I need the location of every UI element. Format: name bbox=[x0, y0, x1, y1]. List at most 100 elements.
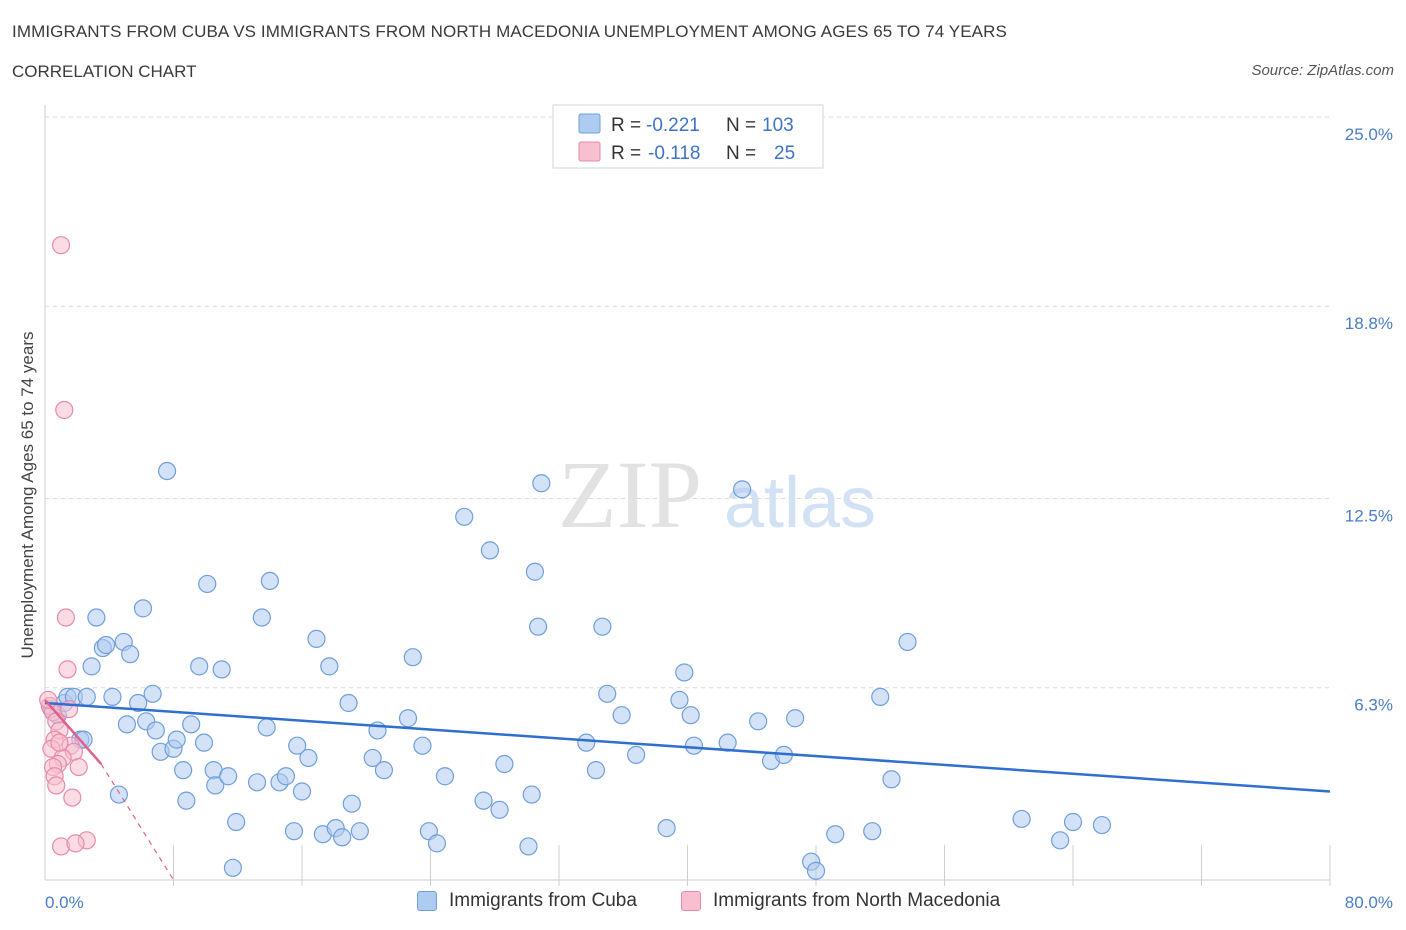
cuba-point bbox=[350, 822, 369, 841]
cuba-point bbox=[117, 715, 137, 734]
legend-r-value-macedonia: -0.118 bbox=[648, 143, 700, 164]
cuba-point bbox=[374, 761, 394, 780]
cuba-point bbox=[519, 837, 538, 856]
macedonia-point bbox=[47, 776, 66, 795]
cuba-point bbox=[227, 812, 246, 832]
legend-n-label-cuba: N = bbox=[726, 115, 756, 136]
cuba-point bbox=[157, 461, 177, 481]
cuba-point bbox=[681, 706, 700, 725]
cuba-point bbox=[413, 736, 432, 755]
cuba-point bbox=[284, 822, 304, 841]
cuba-point bbox=[121, 645, 140, 664]
cuba-point bbox=[174, 761, 193, 780]
legend-r-value-cuba: -0.221 bbox=[646, 115, 700, 136]
cuba-point bbox=[129, 693, 148, 713]
bottom-legend-item-cuba: Immigrants from Cuba bbox=[417, 890, 637, 912]
cuba-point bbox=[252, 608, 271, 627]
legend-n-value-cuba: 103 bbox=[762, 115, 794, 136]
legend-swatch-cuba bbox=[578, 113, 601, 134]
watermark-atlas: atlas bbox=[724, 463, 876, 543]
cuba-point bbox=[532, 474, 551, 493]
cuba-point bbox=[1012, 809, 1031, 829]
cuba-point bbox=[490, 800, 509, 819]
cuba-point bbox=[247, 773, 267, 792]
cuba-point bbox=[435, 767, 455, 786]
cuba-point bbox=[612, 706, 631, 725]
cuba-point bbox=[299, 748, 318, 768]
cuba-point bbox=[146, 721, 165, 740]
cuba-point bbox=[77, 687, 96, 706]
cuba-trend-line bbox=[44, 701, 1331, 793]
chart-subtitle: CORRELATION CHART bbox=[12, 62, 197, 81]
macedonia-point bbox=[56, 608, 75, 627]
cuba-point bbox=[749, 712, 768, 731]
bottom-legend-label-macedonia: Immigrants from North Macedonia bbox=[713, 890, 1001, 911]
cuba-point bbox=[212, 660, 231, 679]
legend-r-label-macedonia: R = bbox=[611, 143, 641, 164]
cuba-point bbox=[339, 693, 358, 713]
cuba-point bbox=[82, 657, 101, 676]
cuba-point bbox=[292, 782, 312, 801]
cuba-point bbox=[675, 663, 694, 682]
legend-n-value-macedonia: 25 bbox=[774, 143, 795, 164]
chart-title: IMMIGRANTS FROM CUBA VS IMMIGRANTS FROM … bbox=[12, 22, 1007, 41]
source-credit: Source: ZipAtlas.com bbox=[1251, 62, 1394, 79]
macedonia-point bbox=[39, 690, 58, 710]
cuba-point bbox=[167, 730, 186, 749]
legend-n-label-macedonia: N = bbox=[726, 143, 756, 164]
cuba-point bbox=[198, 574, 217, 594]
cuba-point bbox=[480, 541, 500, 560]
cuba-point bbox=[455, 507, 474, 526]
cuba-point bbox=[871, 687, 890, 706]
macedonia-point bbox=[51, 236, 71, 255]
macedonia-point bbox=[55, 400, 74, 420]
cuba-point bbox=[276, 767, 296, 786]
bottom-legend-swatch-macedonia bbox=[681, 891, 701, 911]
cuba-point bbox=[320, 657, 339, 676]
cuba-point bbox=[143, 684, 162, 703]
cuba-point bbox=[177, 791, 196, 810]
cuba-point bbox=[87, 608, 106, 627]
bottom-legend-label-cuba: Immigrants from Cuba bbox=[449, 890, 637, 911]
y-tick-label: 18.8% bbox=[1345, 314, 1393, 333]
gridlines bbox=[45, 116, 1330, 689]
cuba-point bbox=[109, 785, 128, 804]
legend-swatch-macedonia bbox=[578, 141, 601, 162]
cuba-point bbox=[403, 648, 422, 667]
cuba-point bbox=[495, 754, 514, 774]
cuba-point bbox=[288, 736, 307, 755]
cuba-point bbox=[333, 828, 352, 847]
cuba-point bbox=[427, 834, 447, 853]
bottom-legend-swatch-cuba bbox=[417, 891, 437, 911]
cuba-point bbox=[474, 791, 493, 810]
cuba-point bbox=[1063, 812, 1083, 832]
y-tick-label: 6.3% bbox=[1354, 696, 1393, 715]
series-macedonia-points bbox=[39, 236, 96, 856]
y-tick-label: 12.5% bbox=[1345, 507, 1393, 526]
cuba-point bbox=[577, 733, 596, 752]
macedonia-point bbox=[63, 788, 82, 807]
cuba-point bbox=[96, 635, 116, 655]
cuba-point bbox=[307, 629, 326, 648]
cuba-point bbox=[194, 733, 214, 752]
cuba-point bbox=[223, 858, 243, 877]
cuba-point bbox=[684, 736, 704, 755]
cuba-point bbox=[786, 709, 805, 728]
trend-lines bbox=[44, 699, 1331, 881]
cuba-point bbox=[182, 715, 201, 734]
macedonia-point bbox=[69, 757, 88, 777]
macedonia-point bbox=[58, 660, 77, 679]
cuba-point bbox=[657, 819, 676, 838]
cuba-point bbox=[593, 617, 612, 636]
y-tick-label: 25.0% bbox=[1345, 125, 1393, 144]
bottom-legend: Immigrants from Cuba Immigrants from Nor… bbox=[0, 890, 1406, 914]
macedonia-trend-line bbox=[44, 699, 103, 765]
cuba-point bbox=[626, 745, 646, 764]
cuba-point bbox=[733, 480, 752, 499]
cuba-point bbox=[898, 632, 917, 652]
x-tick-label-max: 80.0% bbox=[1345, 893, 1393, 912]
cuba-point bbox=[398, 709, 418, 728]
cuba-point bbox=[529, 617, 548, 636]
cuba-point bbox=[882, 770, 901, 789]
